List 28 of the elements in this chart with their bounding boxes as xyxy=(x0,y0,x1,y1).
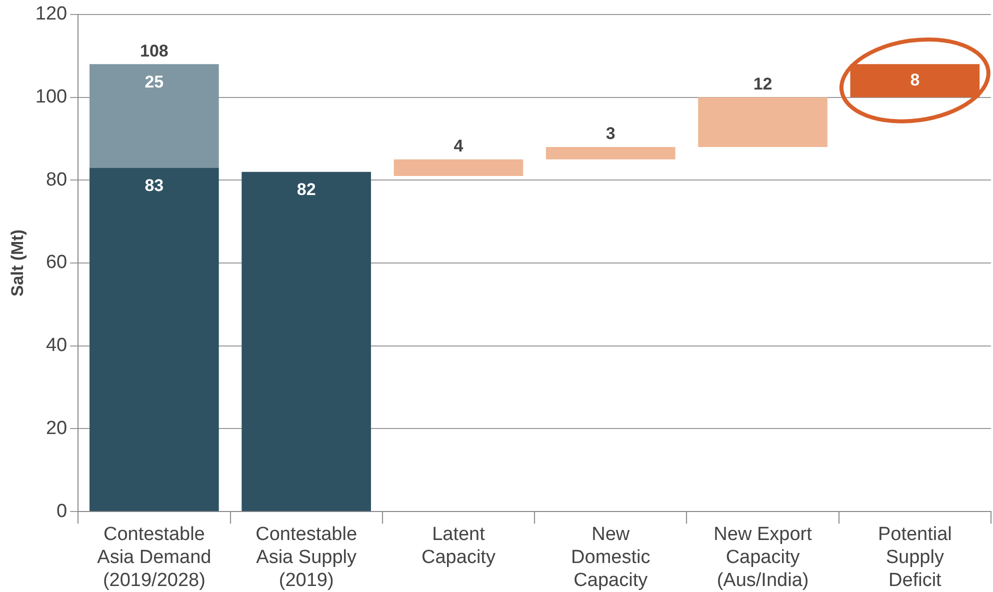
bar xyxy=(546,146,676,160)
y-tick-label: 120 xyxy=(35,4,68,25)
bar xyxy=(698,97,828,147)
y-tick-label: 40 xyxy=(46,335,68,356)
x-tick-label: New Export Capacity (Aus/India) xyxy=(714,524,813,591)
y-tick-label: 60 xyxy=(46,252,68,274)
data-label: 3 xyxy=(606,124,616,144)
bar xyxy=(90,64,219,168)
bar xyxy=(90,168,219,512)
data-label: 8 xyxy=(910,70,920,90)
data-label: 12 xyxy=(753,74,772,94)
bar xyxy=(394,159,524,176)
x-tick-label: Contestable Asia Demand (2019/2028) xyxy=(97,524,212,591)
x-tick-label: New Domestic Capacity xyxy=(571,524,650,591)
total-label: 108 xyxy=(140,41,168,60)
y-axis-title: Salt (Mt) xyxy=(8,229,27,297)
data-label: 25 xyxy=(144,72,164,92)
y-tick-label: 100 xyxy=(35,86,68,108)
y-tick-label: 20 xyxy=(46,418,68,439)
y-tick-label: 80 xyxy=(46,169,68,190)
data-label: 4 xyxy=(454,136,464,156)
x-tick-label: Latent Capacity xyxy=(422,524,496,568)
bar xyxy=(242,172,371,512)
y-tick-label: 0 xyxy=(56,500,68,522)
x-tick-label: Contestable Asia Supply (2019) xyxy=(256,524,358,591)
data-label: 82 xyxy=(296,180,316,200)
x-tick-label: Potential Supply Deficit xyxy=(878,524,952,591)
data-label: 83 xyxy=(144,176,164,195)
